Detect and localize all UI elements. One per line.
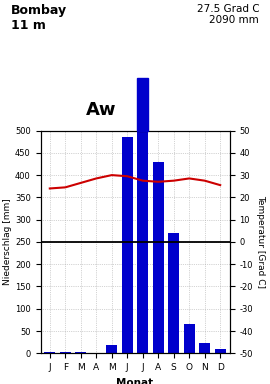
Bar (122, 137, 133, 353)
Bar (184, 324, 195, 353)
Text: Bombay
11 m: Bombay 11 m (11, 4, 67, 32)
X-axis label: Monat: Monat (116, 377, 154, 384)
Bar (153, 162, 164, 353)
Bar (215, 349, 226, 353)
Text: 27.5 Grad C
2090 mm: 27.5 Grad C 2090 mm (197, 4, 259, 25)
Bar (106, 345, 117, 353)
Text: Aw: Aw (86, 101, 117, 119)
Bar (75, 352, 86, 353)
Bar (44, 352, 55, 353)
Y-axis label: Temperatur [Grad C]: Temperatur [Grad C] (256, 195, 265, 288)
Bar (199, 343, 210, 353)
Bar (168, 233, 179, 353)
Y-axis label: Niederschlag [mm]: Niederschlag [mm] (3, 199, 12, 285)
Bar (137, 131, 148, 353)
